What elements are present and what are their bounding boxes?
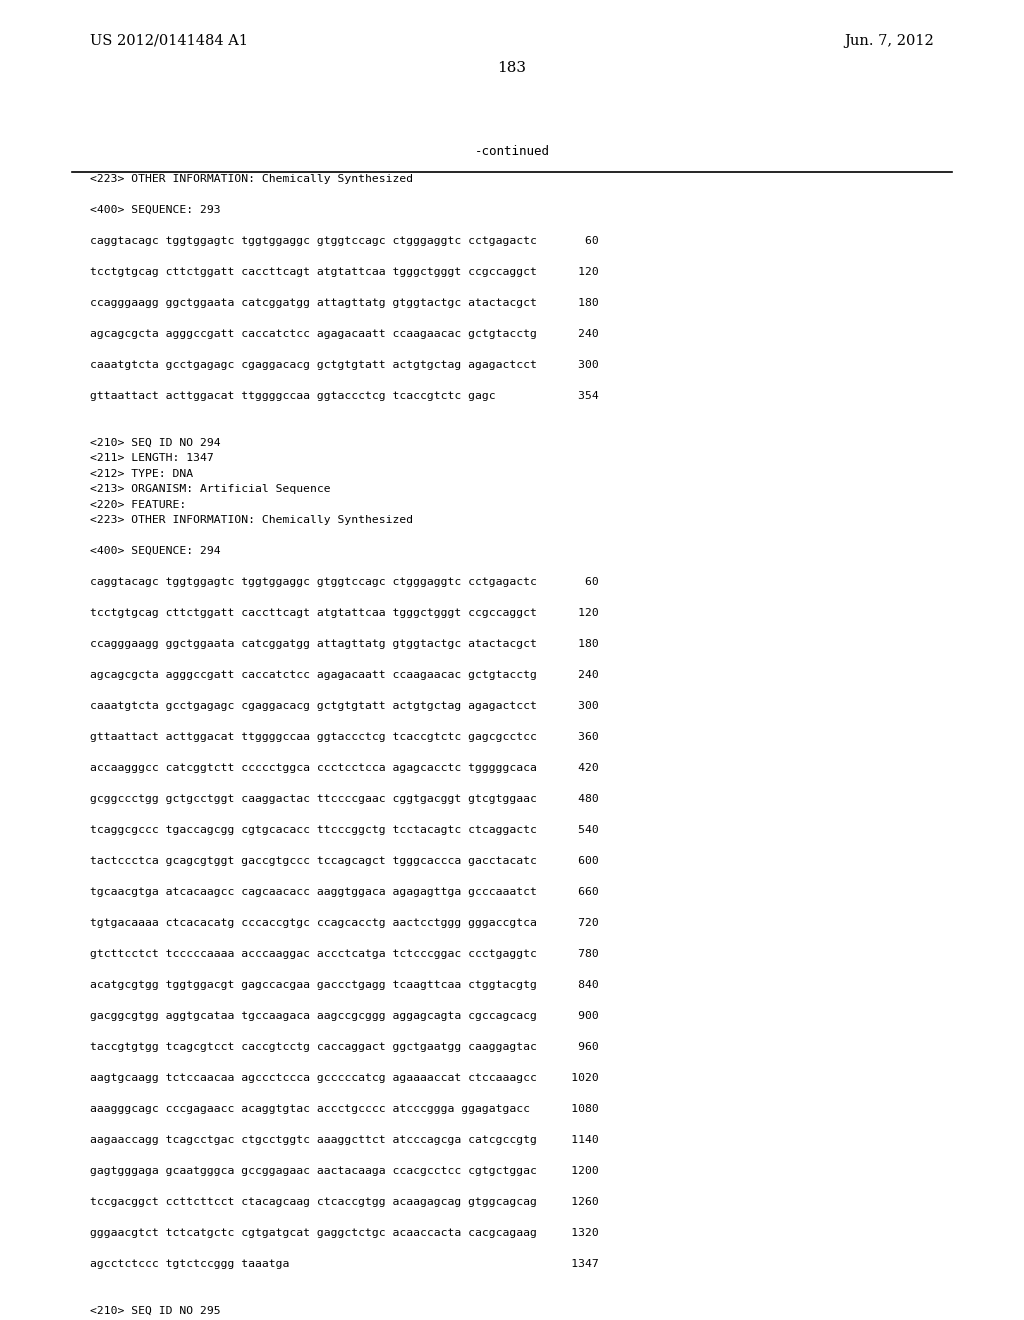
Text: gcggccctgg gctgcctggt caaggactac ttccccgaac cggtgacggt gtcgtggaac      480: gcggccctgg gctgcctggt caaggactac ttccccg… — [90, 795, 599, 804]
Text: <400> SEQUENCE: 294: <400> SEQUENCE: 294 — [90, 546, 220, 556]
Text: <210> SEQ ID NO 295: <210> SEQ ID NO 295 — [90, 1305, 220, 1316]
Text: tccgacggct ccttcttcct ctacagcaag ctcaccgtgg acaagagcag gtggcagcag     1260: tccgacggct ccttcttcct ctacagcaag ctcaccg… — [90, 1197, 599, 1206]
Text: Jun. 7, 2012: Jun. 7, 2012 — [844, 34, 934, 48]
Text: agcctctccc tgtctccggg taaatga                                         1347: agcctctccc tgtctccggg taaatga 1347 — [90, 1259, 599, 1269]
Text: acatgcgtgg tggtggacgt gagccacgaa gaccctgagg tcaagttcaa ctggtacgtg      840: acatgcgtgg tggtggacgt gagccacgaa gaccctg… — [90, 979, 599, 990]
Text: <212> TYPE: DNA: <212> TYPE: DNA — [90, 469, 194, 479]
Text: <220> FEATURE:: <220> FEATURE: — [90, 499, 186, 510]
Text: agcagcgcta agggccgatt caccatctcc agagacaatt ccaagaacac gctgtacctg      240: agcagcgcta agggccgatt caccatctcc agagaca… — [90, 671, 599, 680]
Text: <211> LENGTH: 1347: <211> LENGTH: 1347 — [90, 453, 214, 463]
Text: gagtgggaga gcaatgggca gccggagaac aactacaaga ccacgcctcc cgtgctggac     1200: gagtgggaga gcaatgggca gccggagaac aactaca… — [90, 1166, 599, 1176]
Text: <210> SEQ ID NO 294: <210> SEQ ID NO 294 — [90, 437, 220, 447]
Text: caaatgtcta gcctgagagc cgaggacacg gctgtgtatt actgtgctag agagactcct      300: caaatgtcta gcctgagagc cgaggacacg gctgtgt… — [90, 701, 599, 711]
Text: aagaaccagg tcagcctgac ctgcctggtc aaaggcttct atcccagcga catcgccgtg     1140: aagaaccagg tcagcctgac ctgcctggtc aaaggct… — [90, 1135, 599, 1144]
Text: tcctgtgcag cttctggatt caccttcagt atgtattcaa tgggctgggt ccgccaggct      120: tcctgtgcag cttctggatt caccttcagt atgtatt… — [90, 267, 599, 277]
Text: <223> OTHER INFORMATION: Chemically Synthesized: <223> OTHER INFORMATION: Chemically Synt… — [90, 174, 413, 183]
Text: gtcttcctct tcccccaaaa acccaaggac accctcatga tctcccggac ccctgaggtc      780: gtcttcctct tcccccaaaa acccaaggac accctca… — [90, 949, 599, 960]
Text: tgcaacgtga atcacaagcc cagcaacacc aaggtggaca agagagttga gcccaaatct      660: tgcaacgtga atcacaagcc cagcaacacc aaggtgg… — [90, 887, 599, 898]
Text: agcagcgcta agggccgatt caccatctcc agagacaatt ccaagaacac gctgtacctg      240: agcagcgcta agggccgatt caccatctcc agagaca… — [90, 329, 599, 339]
Text: 183: 183 — [498, 61, 526, 75]
Text: -continued: -continued — [474, 145, 550, 158]
Text: <213> ORGANISM: Artificial Sequence: <213> ORGANISM: Artificial Sequence — [90, 484, 331, 494]
Text: US 2012/0141484 A1: US 2012/0141484 A1 — [90, 34, 248, 48]
Text: gttaattact acttggacat ttggggccaa ggtaccctcg tcaccgtctc gagc            354: gttaattact acttggacat ttggggccaa ggtaccc… — [90, 391, 599, 401]
Text: caggtacagc tggtggagtc tggtggaggc gtggtccagc ctgggaggtc cctgagactc       60: caggtacagc tggtggagtc tggtggaggc gtggtcc… — [90, 236, 599, 246]
Text: gggaacgtct tctcatgctc cgtgatgcat gaggctctgc acaaccacta cacgcagaag     1320: gggaacgtct tctcatgctc cgtgatgcat gaggctc… — [90, 1228, 599, 1238]
Text: taccgtgtgg tcagcgtcct caccgtcctg caccaggact ggctgaatgg caaggagtac      960: taccgtgtgg tcagcgtcct caccgtcctg caccagg… — [90, 1041, 599, 1052]
Text: <223> OTHER INFORMATION: Chemically Synthesized: <223> OTHER INFORMATION: Chemically Synt… — [90, 515, 413, 525]
Text: caggtacagc tggtggagtc tggtggaggc gtggtccagc ctgggaggtc cctgagactc       60: caggtacagc tggtggagtc tggtggaggc gtggtcc… — [90, 577, 599, 587]
Text: aagtgcaagg tctccaacaa agccctccca gcccccatcg agaaaaccat ctccaaagcc     1020: aagtgcaagg tctccaacaa agccctccca gccccca… — [90, 1073, 599, 1082]
Text: tcctgtgcag cttctggatt caccttcagt atgtattcaa tgggctgggt ccgccaggct      120: tcctgtgcag cttctggatt caccttcagt atgtatt… — [90, 609, 599, 618]
Text: caaatgtcta gcctgagagc cgaggacacg gctgtgtatt actgtgctag agagactcct      300: caaatgtcta gcctgagagc cgaggacacg gctgtgt… — [90, 360, 599, 370]
Text: tcaggcgccc tgaccagcgg cgtgcacacc ttcccggctg tcctacagtc ctcaggactc      540: tcaggcgccc tgaccagcgg cgtgcacacc ttcccgg… — [90, 825, 599, 836]
Text: ccagggaagg ggctggaata catcggatgg attagttatg gtggtactgc atactacgct      180: ccagggaagg ggctggaata catcggatgg attagtt… — [90, 298, 599, 308]
Text: aaagggcagc cccgagaacc acaggtgtac accctgcccc atcccggga ggagatgacc      1080: aaagggcagc cccgagaacc acaggtgtac accctgc… — [90, 1104, 599, 1114]
Text: gacggcgtgg aggtgcataa tgccaagaca aagccgcggg aggagcagta cgccagcacg      900: gacggcgtgg aggtgcataa tgccaagaca aagccgc… — [90, 1011, 599, 1020]
Text: ccagggaagg ggctggaata catcggatgg attagttatg gtggtactgc atactacgct      180: ccagggaagg ggctggaata catcggatgg attagtt… — [90, 639, 599, 649]
Text: gttaattact acttggacat ttggggccaa ggtaccctcg tcaccgtctc gagcgcctcc      360: gttaattact acttggacat ttggggccaa ggtaccc… — [90, 733, 599, 742]
Text: <400> SEQUENCE: 293: <400> SEQUENCE: 293 — [90, 205, 220, 215]
Text: tgtgacaaaa ctcacacatg cccaccgtgc ccagcacctg aactcctggg gggaccgtca      720: tgtgacaaaa ctcacacatg cccaccgtgc ccagcac… — [90, 917, 599, 928]
Text: accaagggcc catcggtctt ccccctggca ccctcctcca agagcacctc tgggggcaca      420: accaagggcc catcggtctt ccccctggca ccctcct… — [90, 763, 599, 774]
Text: tactccctca gcagcgtggt gaccgtgccc tccagcagct tgggcaccca gacctacatc      600: tactccctca gcagcgtggt gaccgtgccc tccagca… — [90, 855, 599, 866]
